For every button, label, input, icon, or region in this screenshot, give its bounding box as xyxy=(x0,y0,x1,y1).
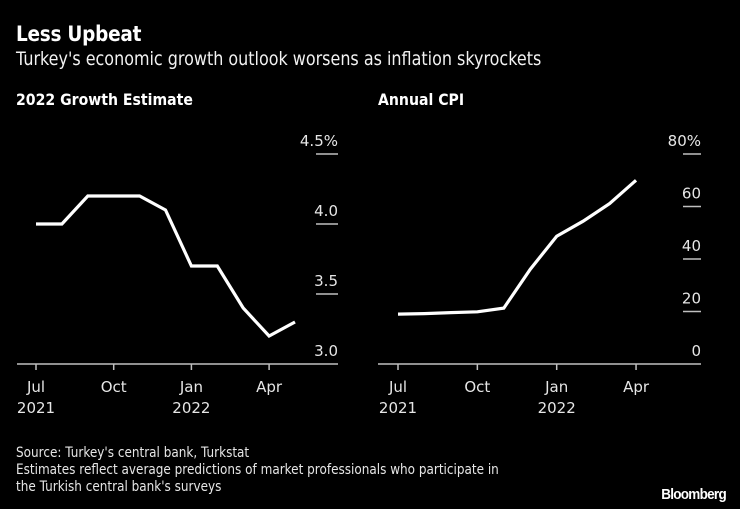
growth-y-tick-label: 3.0 xyxy=(314,342,338,360)
cpi-x-tick-label: Jan xyxy=(544,378,568,396)
footnote-line-2: the Turkish central bank's surveys xyxy=(16,479,222,495)
growth-panel-title: 2022 Growth Estimate xyxy=(16,90,193,109)
growth-y-tick-label: 4.5% xyxy=(300,132,338,150)
cpi-x-tick-year-label: 2021 xyxy=(379,399,417,417)
chart-title: Less Upbeat xyxy=(16,22,142,46)
source-note: Source: Turkey's central bank, Turkstat xyxy=(16,445,250,461)
growth-x-tick-label: Jan xyxy=(179,378,203,396)
growth-x-tick-label: Jul xyxy=(26,378,45,396)
cpi-x-tick-label: Apr xyxy=(623,378,650,396)
growth-x-tick-label: Oct xyxy=(101,378,127,396)
bloomberg-logo: Bloomberg xyxy=(661,486,726,503)
cpi-y-tick-label: 80% xyxy=(668,132,701,150)
growth-x-tick-year-label: 2021 xyxy=(17,399,55,417)
cpi-x-tick-label: Oct xyxy=(464,378,490,396)
cpi-y-tick-label: 40 xyxy=(682,237,701,255)
cpi-y-tick-label: 20 xyxy=(682,290,701,308)
cpi-x-tick-year-label: 2022 xyxy=(538,399,576,417)
cpi-series-line xyxy=(397,179,638,316)
cpi-x-tick-label: Jul xyxy=(388,378,407,396)
growth-x-tick-year-label: 2022 xyxy=(172,399,210,417)
growth-y-tick-label: 3.5 xyxy=(314,272,338,290)
growth-y-tick-label: 4.0 xyxy=(314,202,338,220)
chart-subtitle: Turkey's economic growth outlook worsens… xyxy=(16,48,542,70)
cpi-y-tick-label: 60 xyxy=(682,185,701,203)
footnote-line-1: Estimates reflect average predictions of… xyxy=(16,462,499,478)
cpi-y-tick-label: 0 xyxy=(691,342,701,360)
growth-series-line xyxy=(36,194,296,338)
cpi-panel-title: Annual CPI xyxy=(378,90,465,109)
growth-x-tick-label: Apr xyxy=(256,378,283,396)
